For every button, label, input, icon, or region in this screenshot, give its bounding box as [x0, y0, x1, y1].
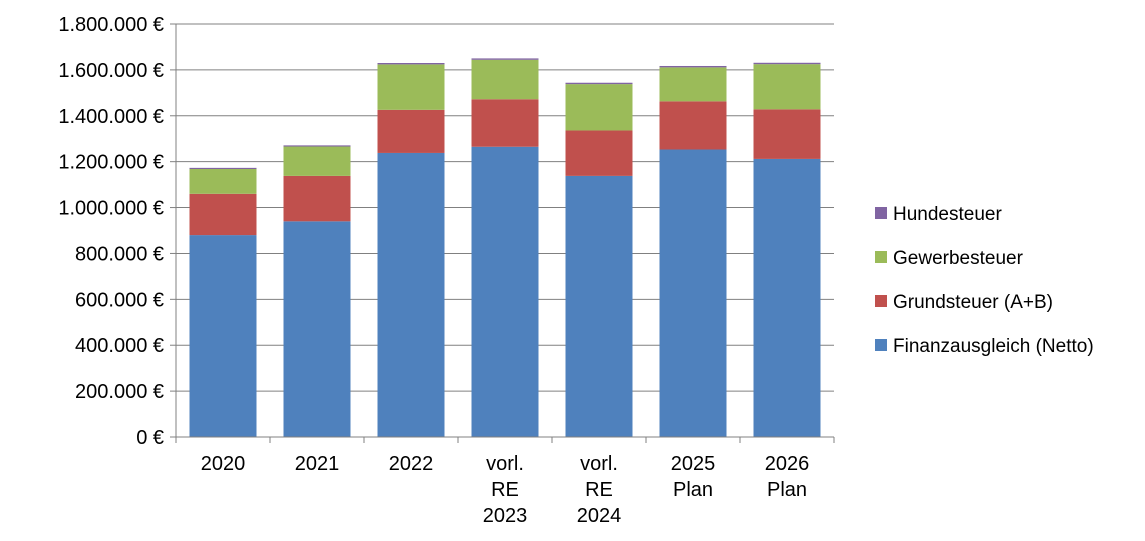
legend-label: Gewerbesteuer: [893, 248, 1024, 269]
bar-segment: [753, 109, 821, 159]
bar-segment: [189, 235, 257, 437]
y-tick-label: 600.000 €: [75, 289, 164, 311]
bar-segment: [659, 65, 727, 68]
x-tick-label: 2021: [295, 453, 340, 475]
bar-segment: [377, 152, 445, 437]
bar-segment: [753, 64, 821, 110]
y-tick-label: 0 €: [136, 427, 164, 449]
bars: [189, 58, 821, 438]
bar-segment: [471, 146, 539, 437]
bar-segment: [565, 130, 633, 176]
bar-segment: [471, 59, 539, 100]
legend-swatch: [875, 339, 887, 351]
bar-segment: [565, 84, 633, 131]
bar-segment: [471, 58, 539, 60]
legend-label: Hundesteuer: [893, 204, 1002, 225]
legend-item: Finanzausgleich (Netto): [875, 336, 1094, 357]
bar-segment: [377, 109, 445, 153]
legend-label: Grundsteuer (A+B): [893, 292, 1053, 313]
x-tick-label: vorl. RE 2023: [483, 453, 528, 527]
bar-segment: [565, 82, 633, 85]
y-tick-label: 1.400.000 €: [58, 106, 164, 128]
y-tick-label: 800.000 €: [75, 243, 164, 265]
y-tick-label: 1.800.000 €: [58, 14, 164, 36]
bar-segment: [659, 67, 727, 102]
x-axis-tick-labels: 2020 2021 2022 vorl. RE 2023 vorl. RE 2024 2025 Pl…: [201, 453, 810, 527]
legend-swatch: [875, 251, 887, 263]
legend: Hundesteuer Gewerbesteuer Grundsteuer (A+B…: [875, 204, 1094, 357]
bar-segment: [189, 167, 257, 170]
bar-segment: [659, 149, 727, 437]
legend-item: Grundsteuer (A+B): [875, 292, 1053, 313]
bar-segment: [377, 64, 445, 110]
bar-segment: [471, 99, 539, 147]
y-tick-label: 1.000.000 €: [58, 198, 164, 220]
bar-segment: [189, 193, 257, 236]
bar-segment: [753, 62, 821, 65]
x-tick-label: vorl. RE 2024: [577, 453, 622, 527]
legend-label: Finanzausgleich (Netto): [893, 336, 1094, 357]
bar-segment: [565, 175, 633, 438]
bar-segment: [377, 63, 445, 65]
y-axis-tick-labels: 0 € 200.000 € 400.000 € 600.000 € 800.000 € 1…: [58, 14, 164, 449]
y-tick-label: 200.000 €: [75, 381, 164, 403]
legend-item: Gewerbesteuer: [875, 248, 1024, 269]
bar-segment: [283, 175, 351, 222]
y-tick-label: 400.000 €: [75, 335, 164, 357]
axes: [170, 23, 835, 443]
y-tick-label: 1.200.000 €: [58, 152, 164, 174]
x-tick-label: 2022: [389, 453, 434, 475]
bar-segment: [283, 221, 351, 437]
y-tick-label: 1.600.000 €: [58, 60, 164, 82]
x-tick-label: 2026 Plan: [765, 453, 810, 501]
bar-segment: [753, 158, 821, 437]
bar-segment: [283, 145, 351, 147]
bar-segment: [189, 169, 257, 194]
legend-item: Hundesteuer: [875, 204, 1002, 225]
bar-segment: [283, 146, 351, 176]
x-tick-label: 2020: [201, 453, 246, 475]
legend-swatch: [875, 295, 887, 307]
x-tick-label: 2025 Plan: [671, 453, 716, 501]
bar-segment: [659, 101, 727, 150]
legend-swatch: [875, 207, 887, 219]
